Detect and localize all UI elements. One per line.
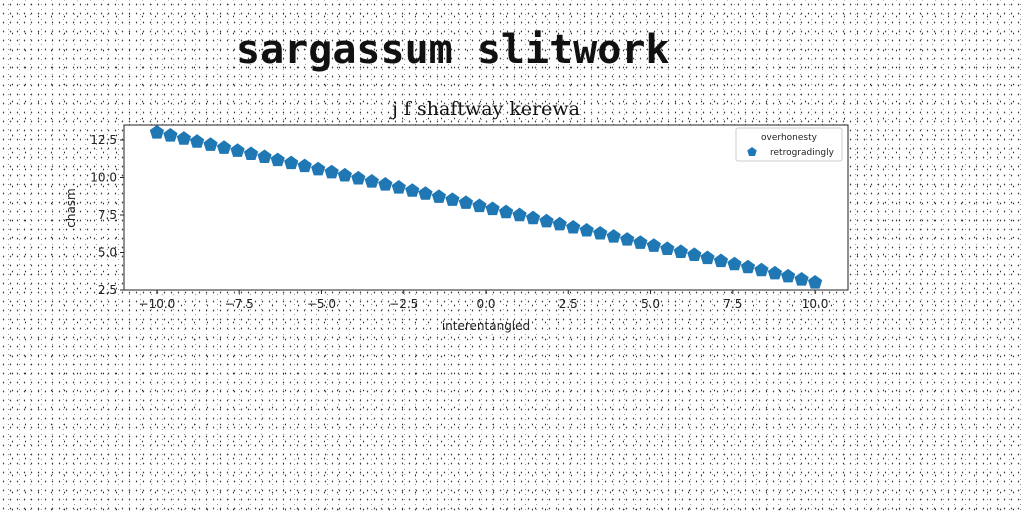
data-point <box>337 167 352 182</box>
data-point <box>445 192 460 206</box>
data-point <box>311 161 326 176</box>
data-point <box>297 158 312 173</box>
x-tick-label: −5.0 <box>307 297 336 311</box>
data-point <box>727 256 742 271</box>
data-point <box>620 232 635 246</box>
y-axis-label: chasm <box>64 188 78 228</box>
data-point <box>807 275 823 289</box>
marker-group <box>149 125 823 289</box>
data-point <box>405 183 420 197</box>
y-axis: 2.5 5.0 7.5 10.0 12.5 <box>90 133 124 297</box>
data-point <box>364 174 379 188</box>
data-point <box>660 241 675 255</box>
legend-title: overhonesty <box>761 133 818 143</box>
legend: overhonesty retrogradingly <box>735 127 843 162</box>
data-point <box>606 229 621 243</box>
data-point <box>646 238 661 252</box>
x-tick-label: −2.5 <box>389 297 418 311</box>
data-point <box>687 247 702 261</box>
data-point <box>525 210 541 225</box>
data-point <box>498 204 514 219</box>
legend-entry-label: retrogradingly <box>770 148 835 158</box>
data-point <box>780 268 796 283</box>
data-point <box>713 253 729 268</box>
x-tick-label: −10.0 <box>139 297 176 311</box>
data-point <box>700 250 715 265</box>
data-point <box>149 125 165 139</box>
data-point <box>539 213 554 228</box>
x-tick-label: −7.5 <box>225 297 254 311</box>
chart-title: j f shaftway kerewa <box>390 98 580 120</box>
data-point <box>458 195 474 209</box>
data-point <box>324 164 339 179</box>
data-point <box>633 235 648 249</box>
y-tick-label: 7.5 <box>98 208 117 222</box>
data-point <box>552 216 567 231</box>
x-tick-label: 0.0 <box>476 297 495 311</box>
data-point <box>794 272 809 286</box>
data-point <box>270 152 285 167</box>
page-title: sargassum slitwork <box>236 27 670 73</box>
data-point <box>378 177 393 191</box>
data-point <box>579 222 594 237</box>
data-point <box>472 198 487 213</box>
y-tick-label: 10.0 <box>90 171 117 185</box>
data-point <box>189 134 205 148</box>
y-tick-label: 5.0 <box>98 246 117 260</box>
x-tick-label: 7.5 <box>723 297 742 311</box>
data-point <box>176 131 192 145</box>
y-tick-label: 2.5 <box>98 283 117 297</box>
y-tick-label: 12.5 <box>90 133 117 147</box>
data-point <box>431 189 447 203</box>
data-point <box>754 262 769 277</box>
x-axis: −10.0 −7.5 −5.0 −2.5 0.0 2.5 5.0 7.5 10.0 <box>139 290 829 311</box>
data-point <box>673 244 688 258</box>
x-axis-label: interentangled <box>442 319 530 333</box>
data-point <box>351 170 366 185</box>
data-point <box>593 225 608 240</box>
legend-marker-pentagon <box>747 147 757 157</box>
legend-box <box>735 127 843 162</box>
x-tick-label: 5.0 <box>641 297 660 311</box>
data-point <box>418 186 433 200</box>
data-point <box>485 201 500 216</box>
data-point <box>257 149 272 164</box>
x-tick-label: 2.5 <box>559 297 578 311</box>
data-point <box>566 219 581 234</box>
data-point <box>230 143 245 157</box>
data-point <box>512 207 527 222</box>
data-point <box>767 265 783 280</box>
data-point <box>163 128 178 142</box>
x-tick-label: 10.0 <box>802 297 829 311</box>
data-point <box>284 155 299 170</box>
data-point <box>391 180 406 194</box>
data-point <box>216 140 232 154</box>
data-point <box>243 146 259 161</box>
data-point <box>203 137 218 151</box>
data-point <box>740 259 756 274</box>
